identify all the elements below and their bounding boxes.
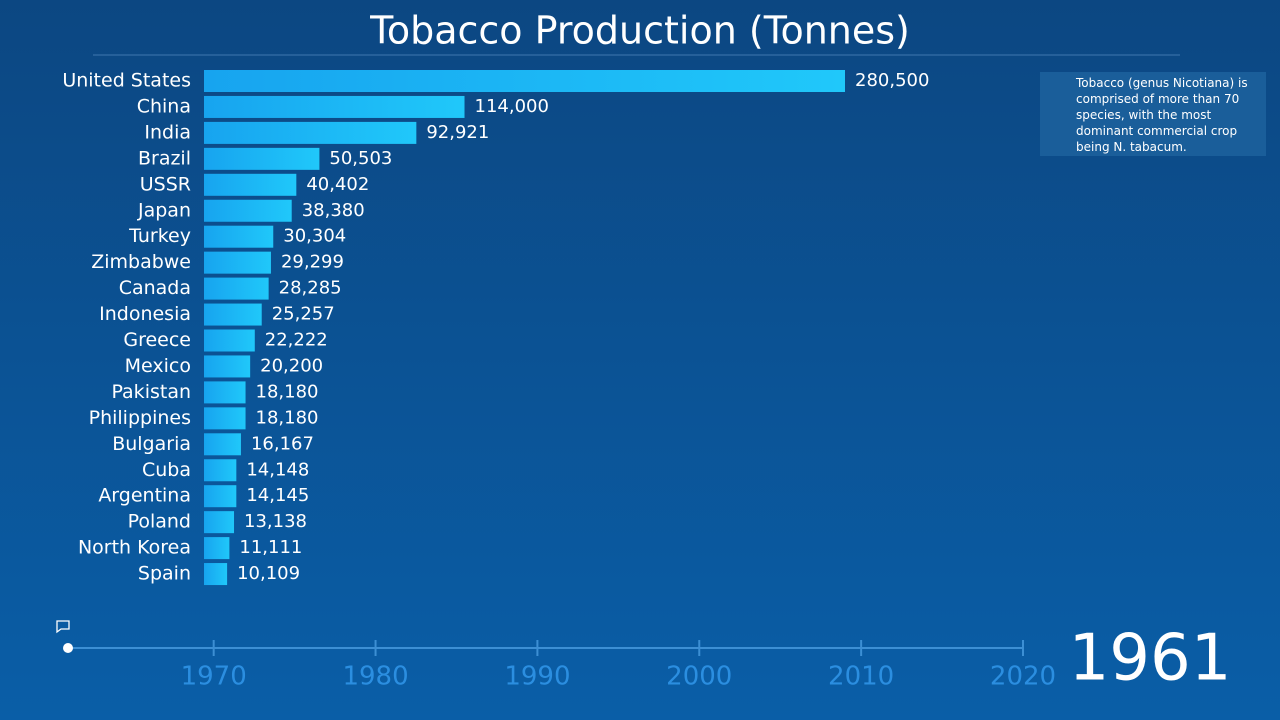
value-label: 40,402 [306, 174, 369, 195]
category-label: Japan [137, 199, 191, 221]
value-label: 29,299 [281, 252, 344, 273]
category-label: USSR [140, 173, 191, 195]
bar [204, 303, 262, 326]
annotation: Tobacco (genus Nicotiana) is comprised o… [1040, 72, 1266, 156]
bar [204, 433, 241, 456]
value-label: 18,180 [256, 407, 319, 428]
timeline-tick-label: 1980 [342, 662, 408, 692]
value-label: 13,138 [244, 511, 307, 532]
category-label: Cuba [142, 459, 191, 481]
value-label: 14,148 [246, 459, 309, 480]
category-label: Zimbabwe [91, 251, 191, 273]
value-label: 92,921 [426, 122, 489, 143]
category-label: Spain [138, 563, 191, 585]
category-label: Pakistan [111, 381, 191, 403]
value-label: 14,145 [246, 485, 309, 506]
category-label: Philippines [89, 407, 191, 429]
timeline-icon [56, 620, 70, 634]
bar [204, 251, 271, 274]
timeline-tick-label: 2010 [828, 662, 894, 692]
value-label: 11,111 [239, 537, 302, 558]
bar [204, 355, 251, 378]
category-label: United States [62, 70, 191, 92]
bar [204, 277, 269, 300]
chart-title: Tobacco Production (Tonnes) [369, 9, 910, 53]
value-label: 114,000 [475, 96, 549, 117]
timeline-tick-label: 1990 [504, 662, 570, 692]
bar [204, 70, 845, 92]
category-label: China [137, 95, 191, 117]
bar [204, 147, 320, 170]
bar [204, 381, 246, 404]
bar [204, 485, 237, 508]
current-year: 1961 [1069, 622, 1232, 696]
bar [204, 173, 297, 196]
category-label: North Korea [78, 537, 191, 559]
value-label: 38,380 [302, 200, 365, 221]
bar [204, 329, 255, 352]
timeline-tick-label: 2000 [666, 662, 732, 692]
bar [204, 537, 230, 560]
category-label: Indonesia [99, 303, 191, 325]
category-label: Mexico [125, 355, 191, 377]
category-label: India [144, 121, 191, 143]
bar [204, 199, 292, 222]
bar [204, 511, 235, 534]
value-label: 20,200 [260, 355, 323, 376]
timeline-cursor [63, 643, 73, 653]
category-label: Canada [119, 277, 191, 299]
category-label: Argentina [98, 485, 191, 507]
category-label: Greece [123, 329, 191, 351]
bar [204, 563, 228, 586]
value-label: 22,222 [265, 330, 328, 351]
category-label: Brazil [138, 147, 191, 169]
value-label: 50,503 [329, 148, 392, 169]
category-label: Poland [128, 511, 191, 533]
bar [204, 95, 465, 118]
value-label: 16,167 [251, 433, 314, 454]
value-label: 30,304 [283, 226, 346, 247]
category-label: Bulgaria [112, 433, 191, 455]
timeline-tick-label: 1970 [181, 662, 247, 692]
value-label: 280,500 [855, 70, 929, 91]
timeline-tick-label: 2020 [990, 662, 1056, 692]
value-label: 10,109 [237, 563, 300, 584]
bar [204, 121, 417, 144]
value-label: 25,257 [272, 304, 335, 325]
category-label: Turkey [128, 225, 191, 247]
value-label: 18,180 [256, 381, 319, 402]
value-label: 28,285 [279, 278, 342, 299]
bar [204, 407, 246, 430]
bar [204, 459, 237, 482]
bar [204, 225, 274, 248]
